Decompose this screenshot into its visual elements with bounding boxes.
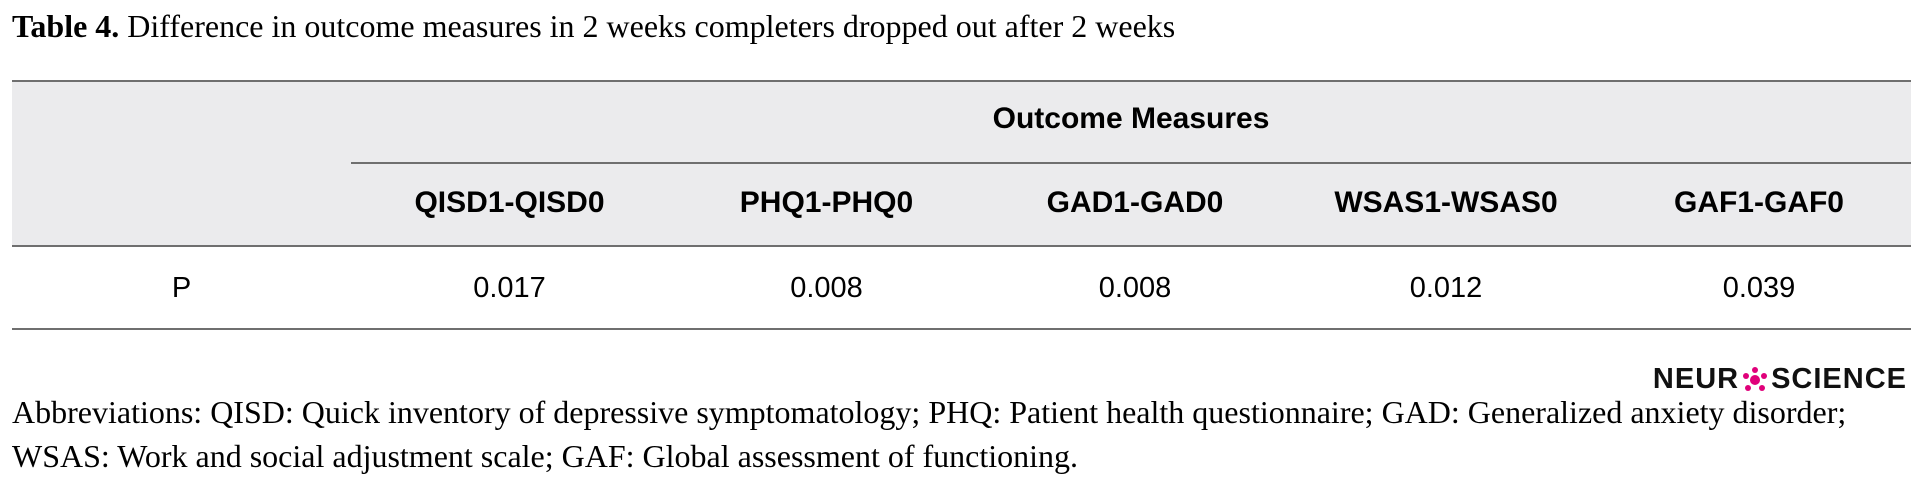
logo-text-left: NEUR bbox=[1652, 363, 1740, 395]
journal-logo: NEUR SCIENCE bbox=[1648, 363, 1907, 396]
col-header-gad: GAD1-GAD0 bbox=[1046, 186, 1224, 219]
caption-label: Table 4. bbox=[12, 8, 120, 44]
row-label: P bbox=[171, 272, 192, 304]
top-rule bbox=[12, 80, 1911, 82]
group-header: Outcome Measures bbox=[992, 102, 1270, 135]
col-header-phq: PHQ1-PHQ0 bbox=[739, 186, 914, 219]
cell-qisd: 0.017 bbox=[473, 272, 546, 304]
col-header-gaf: GAF1-GAF0 bbox=[1673, 186, 1844, 219]
table-caption: Table 4. Difference in outcome measures … bbox=[12, 8, 1175, 45]
header-rule bbox=[12, 245, 1911, 247]
col-header-wsas: WSAS1-WSAS0 bbox=[1334, 186, 1558, 219]
neuron-icon bbox=[1743, 366, 1768, 391]
cell-gad: 0.008 bbox=[1098, 272, 1172, 304]
abbreviations-footnote: Abbreviations: QISD: Quick inventory of … bbox=[12, 394, 1847, 474]
caption-text: Difference in outcome measures in 2 week… bbox=[119, 8, 1176, 44]
col-header-qisd: QISD1-QISD0 bbox=[414, 186, 605, 219]
cell-phq: 0.008 bbox=[790, 272, 863, 304]
group-rule bbox=[351, 162, 1911, 164]
logo-text-right: SCIENCE bbox=[1771, 363, 1907, 395]
bottom-rule bbox=[12, 328, 1911, 330]
cell-wsas: 0.012 bbox=[1409, 272, 1483, 304]
cell-gaf: 0.039 bbox=[1722, 272, 1796, 304]
